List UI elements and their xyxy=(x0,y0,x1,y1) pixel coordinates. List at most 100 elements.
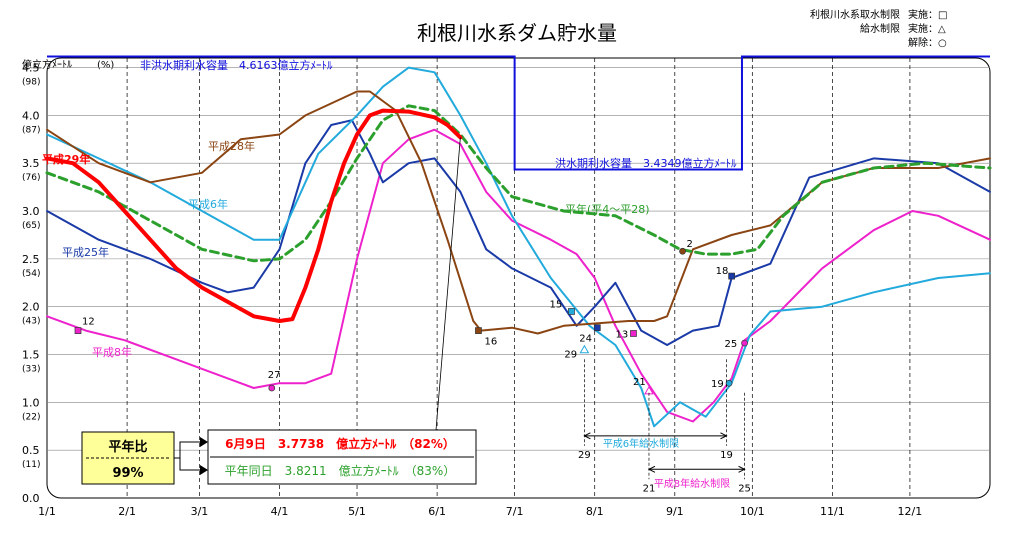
y-tick-label: 0.0 xyxy=(22,492,40,505)
y-axis: 0.0 0.5 (11) 1.0 (22) 1.5 (33) 2.0 (43) 2.5 (54) 3.… xyxy=(22,62,40,505)
series-label-h25: 平成25年 xyxy=(62,245,109,259)
normal-value-text: 平年同日 3.8211 億立方ﾒｰﾄﾙ （83%） xyxy=(225,463,456,478)
x-tick-label: 9/1 xyxy=(666,505,684,518)
marker-square xyxy=(74,327,82,334)
x-tick-label: 7/1 xyxy=(506,505,524,518)
y-pct-label: (11) xyxy=(22,460,40,470)
x-tick-label: 3/1 xyxy=(191,505,209,518)
y-tick-label: 1.5 xyxy=(22,349,40,362)
marker-label: 24 xyxy=(579,334,592,345)
series-label-h28: 平成28年 xyxy=(208,139,255,153)
non-flood-capacity-label: 非洪水期利水容量 4.6163億立方ﾒｰﾄﾙ xyxy=(140,58,333,72)
x-tick-label: 6/1 xyxy=(428,505,446,518)
y-tick-label: 0.5 xyxy=(22,444,40,457)
x-tick-label: 10/1 xyxy=(740,505,765,518)
x-tick-label: 1/1 xyxy=(38,505,56,518)
marker-square xyxy=(728,272,735,280)
y-tick-label: 2.0 xyxy=(22,301,40,314)
restriction-legend: 利根川水系取水制限 実施：□ 給水制限 実施：△ 解除：○ xyxy=(810,8,947,49)
x-tick-label: 11/1 xyxy=(820,505,845,518)
markers: 12 27 16 2 15 29 19 24 18 13 21 25 xyxy=(74,239,748,395)
series-label-h29: 平成29年 xyxy=(42,152,90,166)
restriction-end-label: 19 xyxy=(720,450,733,461)
restriction-end-label: 25 xyxy=(738,483,751,494)
marker-label: 12 xyxy=(82,317,95,328)
series-line-h29 xyxy=(45,108,463,323)
x-tick-label: 8/1 xyxy=(586,505,604,518)
y-tick-label: 3.0 xyxy=(22,205,40,218)
marker-circle xyxy=(741,339,748,347)
y-pct-label: (87) xyxy=(22,125,40,135)
x-tick-label: 12/1 xyxy=(898,505,923,518)
h8-restriction-label: 平成8年給水制限 xyxy=(654,477,730,490)
ratio-bracket xyxy=(174,441,206,471)
legend-status-intake: 実施：□ xyxy=(908,8,947,21)
marker-label: 2 xyxy=(687,239,693,250)
restriction-start-label: 29 xyxy=(578,450,591,461)
marker-square xyxy=(630,330,637,337)
restriction-spans: 29 19 21 25 xyxy=(578,359,751,494)
marker-label: 13 xyxy=(615,329,628,340)
series-line-h8 xyxy=(46,128,991,423)
x-tick-label: 2/1 xyxy=(118,505,136,518)
plot-frame xyxy=(46,57,991,499)
series-line-h25 xyxy=(46,119,991,346)
series-group xyxy=(45,66,992,428)
y-pct-label: (43) xyxy=(22,317,40,327)
restriction-start-label: 21 xyxy=(643,483,656,494)
y-pct-unit-label: (%) xyxy=(97,60,114,71)
flood-capacity-label: 洪水期利水容量 3.4349億立方ﾒｰﾄﾙ xyxy=(555,156,737,170)
bracket-arrows xyxy=(200,437,208,475)
marker-label: 21 xyxy=(633,377,646,388)
marker-square xyxy=(475,327,482,334)
y-pct-label: (65) xyxy=(22,221,40,231)
grid xyxy=(47,58,990,498)
marker-label: 25 xyxy=(725,339,738,350)
marker-label: 15 xyxy=(549,299,562,310)
marker-label: 18 xyxy=(716,266,729,277)
chart-title: 利根川水系ダム貯水量 xyxy=(417,21,617,45)
capacity-path xyxy=(47,55,990,171)
series-label-h8: 平成8年 xyxy=(92,345,132,359)
marker-circle xyxy=(725,379,733,387)
y-pct-label: (33) xyxy=(22,365,40,375)
y-tick-label: 2.5 xyxy=(22,253,40,266)
y-pct-label: (76) xyxy=(22,173,40,183)
series-line-h28 xyxy=(46,90,991,335)
legend-label-intake: 利根川水系取水制限 xyxy=(810,8,900,21)
ratio-label: 平年比 xyxy=(108,439,147,455)
y-pct-label: (54) xyxy=(22,269,40,279)
y-pct-label: (22) xyxy=(22,412,40,422)
series-label-normal: 平年(平4～平28) xyxy=(565,202,650,216)
marker-label: 29 xyxy=(564,350,577,361)
series-label-h6: 平成6年 xyxy=(188,197,228,211)
y-tick-label: 3.5 xyxy=(22,157,40,170)
y-tick-label: 4.5 xyxy=(22,62,40,75)
x-axis: 1/1 2/1 3/1 4/1 5/1 6/1 7/1 8/1 9/1 10/1 11/1 12/1 xyxy=(38,505,922,518)
series-line-h6 xyxy=(46,66,991,428)
legend-label-supply: 給水制限 xyxy=(860,22,900,35)
h6-restriction-label: 平成6年給水制限 xyxy=(603,437,679,450)
info-panel: 平年比 99% 6月9日 3.7738 億立方ﾒｰﾄﾙ （82%） 平年同日 3… xyxy=(81,429,477,485)
series-line-normal xyxy=(45,104,992,263)
x-tick-label: 5/1 xyxy=(348,505,366,518)
legend-status-lifted: 解除：○ xyxy=(908,36,947,49)
marker-circle xyxy=(679,247,686,255)
ratio-value: 99% xyxy=(112,466,143,481)
capacity-line xyxy=(47,55,990,171)
marker-square xyxy=(593,324,601,332)
current-value-text: 6月9日 3.7738 億立方ﾒｰﾄﾙ （82%） xyxy=(225,436,455,451)
marker-label: 19 xyxy=(711,379,724,390)
marker-circle xyxy=(268,384,276,392)
marker-square xyxy=(568,308,575,315)
y-tick-label: 4.0 xyxy=(22,109,40,122)
legend-status-supply: 実施：△ xyxy=(908,22,946,35)
y-tick-label: 1.0 xyxy=(22,396,40,409)
marker-triangle xyxy=(579,344,590,354)
pointer-line xyxy=(435,137,461,431)
x-tick-label: 4/1 xyxy=(271,505,289,518)
marker-label: 27 xyxy=(268,370,281,381)
y-pct-label: (98) xyxy=(22,78,40,88)
